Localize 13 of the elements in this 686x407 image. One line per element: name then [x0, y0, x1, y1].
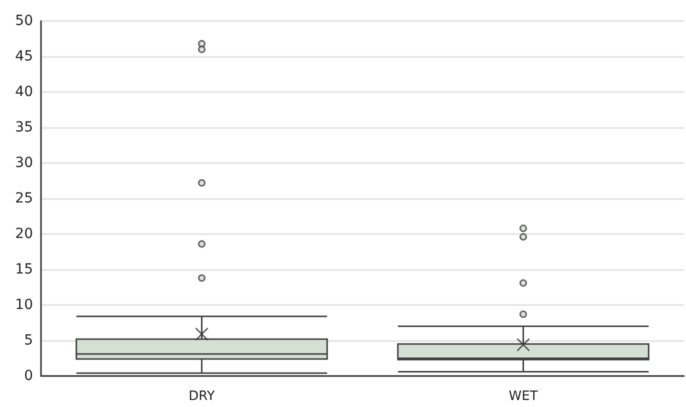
y-tick-label: 50	[15, 13, 33, 29]
y-tick-label: 20	[15, 226, 33, 242]
y-tick-label: 45	[15, 48, 33, 64]
y-tick-label: 35	[15, 120, 33, 136]
x-tick-label: DRY	[188, 389, 215, 404]
y-tick-label: 25	[15, 190, 33, 206]
y-tick-label: 30	[15, 155, 33, 171]
y-tick-label: 40	[15, 84, 33, 100]
x-tick-label: WET	[508, 389, 538, 404]
y-tick-label: 0	[24, 368, 33, 384]
y-tick-label: 15	[15, 262, 33, 278]
y-tick-label: 5	[24, 332, 33, 348]
y-tick-label: 10	[15, 297, 33, 313]
